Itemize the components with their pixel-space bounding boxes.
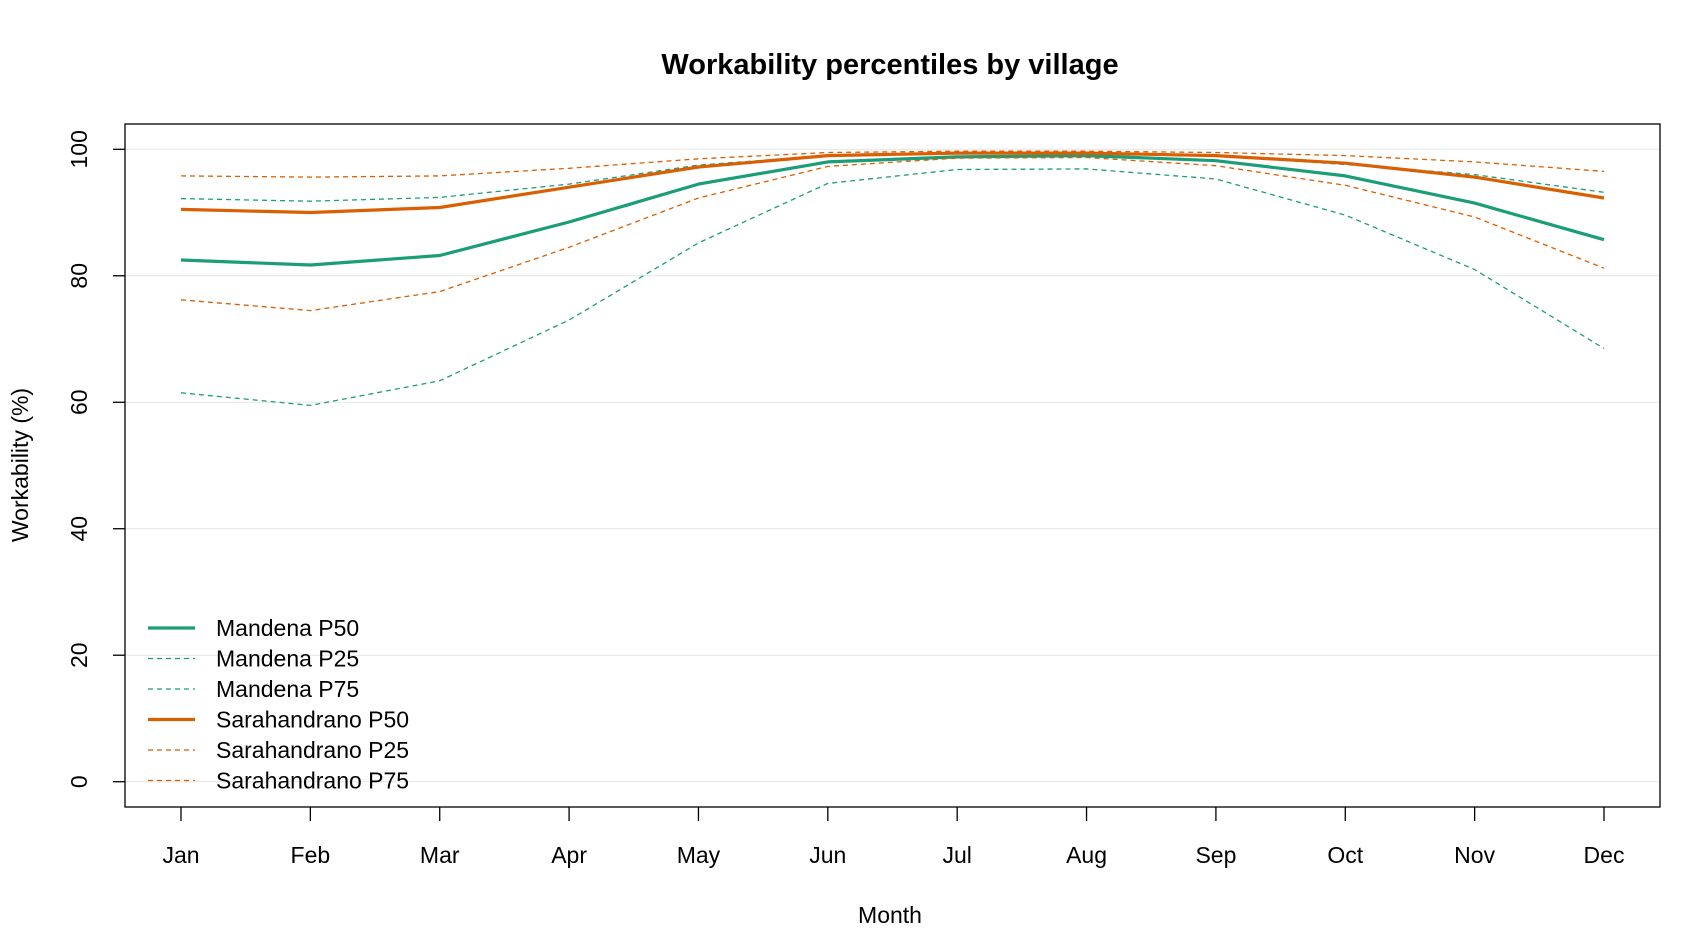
series-group [180, 150, 1605, 407]
x-tick-label: Apr [551, 842, 587, 868]
legend-label: Mandena P50 [216, 615, 359, 641]
x-tick-label: Nov [1454, 842, 1495, 868]
y-tick-label: 0 [66, 775, 92, 788]
x-tick-label: Jul [942, 842, 971, 868]
gridlines [125, 148, 1660, 783]
legend-label: Mandena P75 [216, 676, 359, 702]
legend-label: Sarahandrano P25 [216, 737, 409, 763]
x-axis-label: Month [858, 902, 922, 928]
x-axis: Jan Feb Mar Apr May Jun Jul Aug Sep Oct Nov Dec [162, 807, 1624, 868]
x-tick-label: Feb [291, 842, 331, 868]
y-tick-label: 80 [66, 263, 92, 289]
y-tick-label: 100 [66, 130, 92, 168]
y-axis: 0 20 40 60 80 100 [66, 130, 125, 788]
x-tick-label: Jan [162, 842, 199, 868]
series-line-sarahandrano-p25 [180, 156, 1605, 312]
x-tick-label: Oct [1327, 842, 1363, 868]
y-axis-label: Workability (%) [7, 388, 33, 542]
x-tick-label: Sep [1195, 842, 1236, 868]
series-line-sarahandrano-p50 [180, 151, 1605, 215]
x-tick-label: Jun [809, 842, 846, 868]
x-tick-label: Dec [1584, 842, 1625, 868]
chart-title: Workability percentiles by village [661, 49, 1118, 81]
plot-frame [124, 123, 1661, 808]
x-tick-label: May [677, 842, 721, 868]
x-tick-label: Aug [1066, 842, 1107, 868]
series-line-sarahandrano-p75 [180, 150, 1605, 178]
y-tick-label: 20 [66, 642, 92, 668]
legend: Mandena P50 Mandena P25 Mandena P75 Sarahan… [148, 615, 409, 794]
y-tick-label: 60 [66, 389, 92, 415]
y-tick-label: 40 [66, 516, 92, 542]
series-line-mandena-p50 [180, 154, 1605, 267]
legend-label: Mandena P25 [216, 646, 359, 672]
legend-label: Sarahandrano P50 [216, 707, 409, 733]
x-tick-label: Mar [420, 842, 460, 868]
series-line-mandena-p25 [180, 168, 1605, 407]
legend-label: Sarahandrano P75 [216, 768, 409, 794]
